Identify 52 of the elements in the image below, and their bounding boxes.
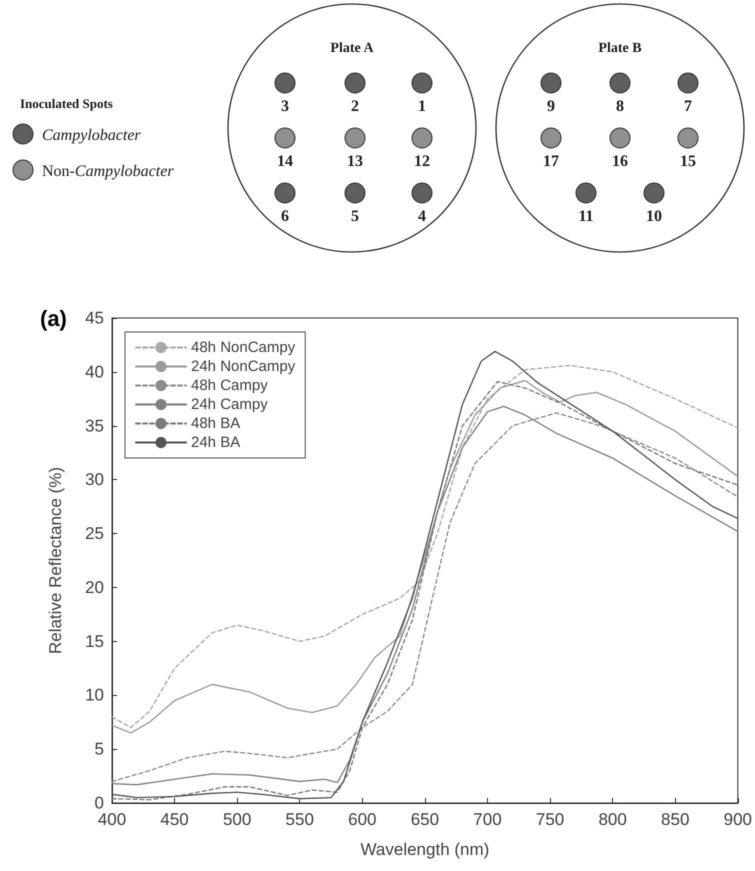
text: 9 (547, 98, 555, 115)
y-tick-label: 30 (85, 470, 104, 490)
text: 8 (616, 98, 624, 115)
y-tick-label: 35 (85, 416, 104, 436)
legend-label: 48h BA (191, 415, 240, 432)
text: 1 (418, 98, 426, 115)
y-tick-label: 5 (94, 740, 104, 759)
text: 16 (612, 153, 628, 170)
text: 4 (418, 208, 426, 225)
y-tick-label: 25 (85, 524, 104, 544)
x-tick-label: 800 (598, 810, 627, 829)
text: 13 (347, 153, 363, 170)
text: 11 (578, 208, 594, 225)
legend-label: 24h BA (191, 434, 240, 451)
x-tick-label: 400 (98, 810, 126, 829)
x-tick-label: 700 (473, 810, 502, 829)
y-tick-label: 10 (85, 686, 104, 705)
text: 10 (646, 208, 662, 225)
text: 14 (277, 153, 293, 170)
text: 7 (684, 98, 692, 115)
text: (a) (40, 306, 67, 332)
legend-label: 24h NonCampy (191, 358, 296, 375)
y-tick-label: 15 (85, 632, 104, 651)
text: 3 (281, 98, 289, 115)
legend-label: 24h Campy (191, 396, 268, 413)
x-tick-label: 500 (222, 810, 252, 829)
x-tick-label: 650 (410, 810, 440, 829)
x-tick-label: 750 (536, 810, 564, 829)
text: 17 (543, 153, 559, 170)
legend-label: 48h Campy (191, 377, 268, 394)
text: Campylobacter (42, 127, 142, 144)
y-tick-label: 0 (94, 794, 104, 812)
y-tick-label: 45 (85, 308, 104, 328)
text: Plate A (330, 41, 374, 56)
text: 6 (281, 208, 289, 225)
text: Non-Campylobacter (42, 163, 174, 180)
text: Plate B (598, 41, 642, 56)
legend-label: 48h NonCampy (191, 339, 296, 356)
x-axis-title: Wavelength (nm) (360, 840, 490, 859)
x-tick-label: 900 (724, 810, 752, 829)
x-tick-label: 450 (160, 810, 189, 829)
text: Inoculated Spots (20, 96, 113, 111)
x-tick-label: 600 (348, 810, 377, 829)
text: 2 (351, 98, 359, 115)
text: 12 (414, 153, 430, 170)
y-axis-title: Relative Reflectance (%) (46, 466, 65, 654)
x-tick-label: 850 (661, 810, 690, 829)
y-tick-label: 20 (85, 578, 104, 597)
y-tick-label: 40 (85, 362, 104, 382)
text: 5 (351, 208, 359, 225)
x-tick-label: 550 (286, 810, 314, 829)
text: 15 (680, 153, 696, 170)
